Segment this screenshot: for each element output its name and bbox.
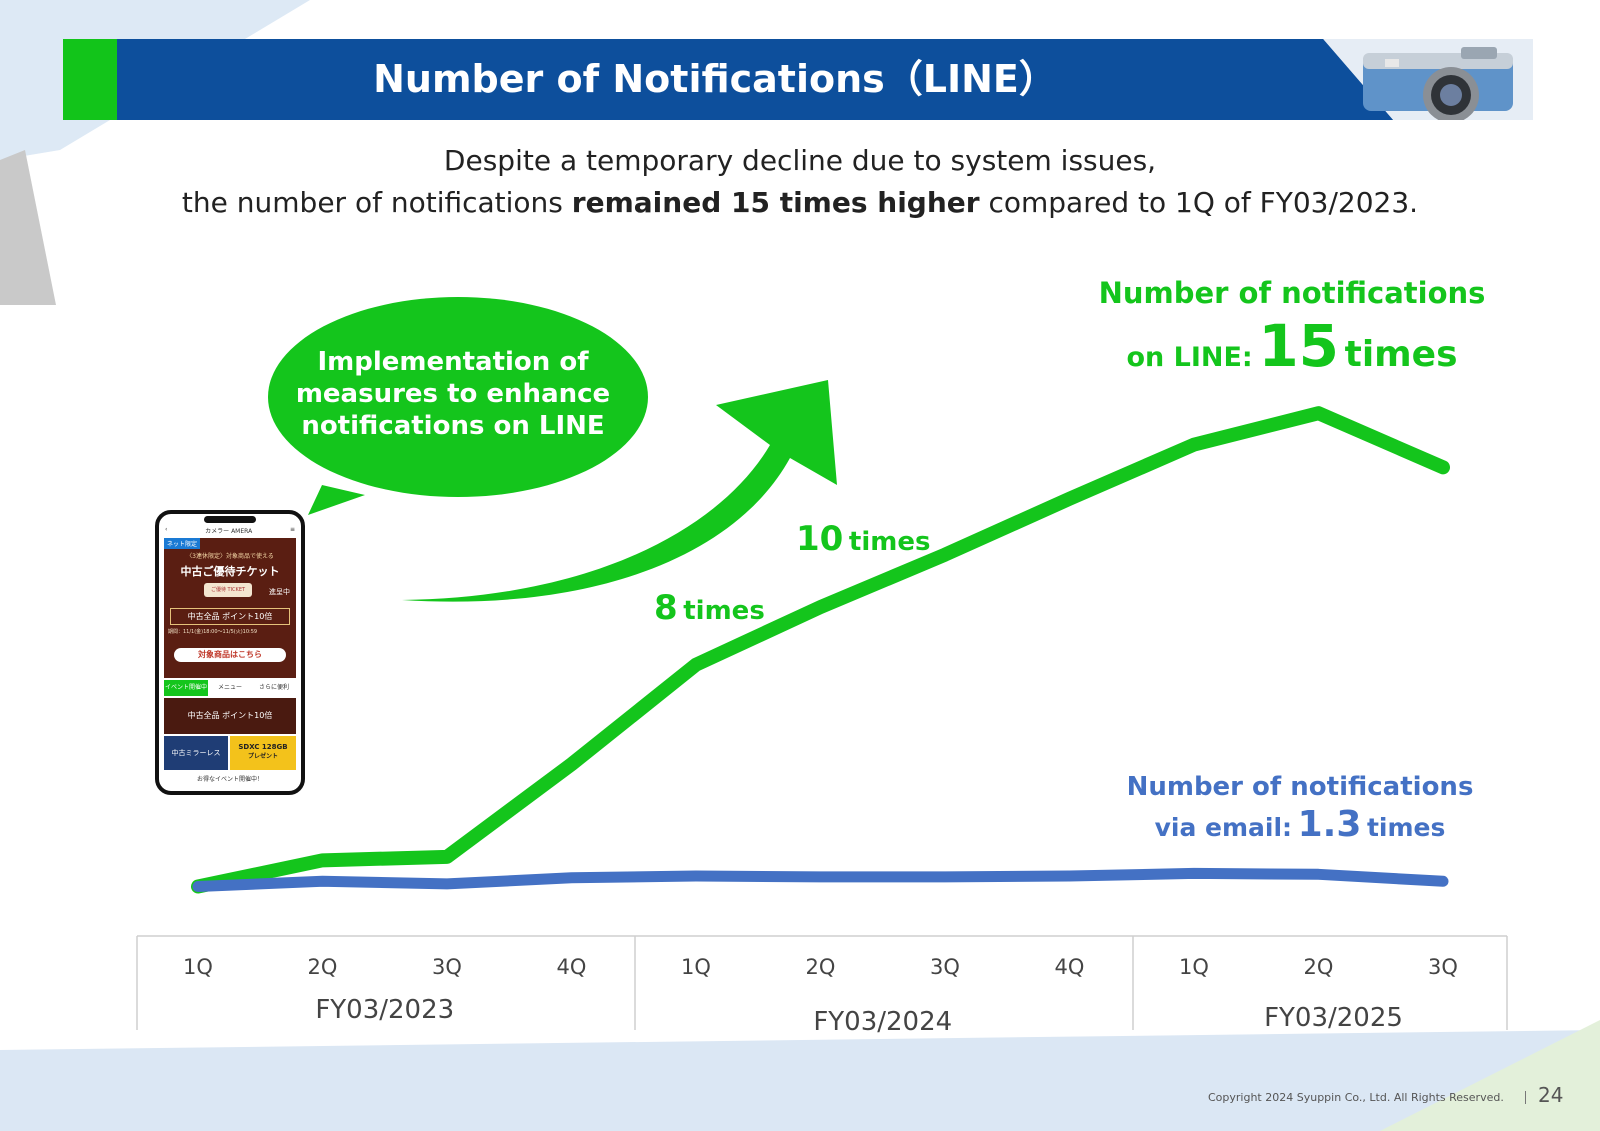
line-label-value-row: on LINE: 15 times (1092, 312, 1492, 380)
annotation-value: 10 (796, 519, 844, 559)
email-label-value: 1.3 (1297, 804, 1362, 845)
subtitle-line-2: the number of notifications remained 15 … (0, 182, 1600, 224)
fiscal-year-label: FY03/2025 (1264, 1003, 1403, 1033)
phone-sd-present: プレゼント (247, 753, 278, 760)
phone-banner-mirrorless: 中古ミラーレス (164, 736, 228, 770)
phone-tag: ネット限定 (164, 538, 201, 549)
phone-tab-event: イベント開催中 (164, 680, 208, 696)
subtitle: Despite a temporary decline due to syste… (0, 140, 1600, 224)
phone-sd-title: SDXC 128GB (238, 743, 288, 751)
axis-table (136, 935, 1508, 1030)
line-label-prefix: on LINE: (1126, 342, 1253, 373)
x-tick-label: 1Q (1179, 955, 1209, 979)
phone-ticket-line: 〈3連休限定〉対象商品で使える (186, 553, 274, 560)
callout-line-1: Implementation of (317, 347, 589, 377)
phone-tab-more: さらに便利 (252, 680, 296, 696)
camera-image (1323, 39, 1533, 120)
annotation-10-times: 10 times (796, 519, 930, 559)
annotation-unit: times (683, 596, 765, 626)
callout-line-3: notifications on LINE (301, 411, 605, 441)
phone-notch (204, 516, 256, 523)
page-title: Number of Notifications（LINE） (373, 57, 1057, 101)
email-label-unit: times (1366, 813, 1446, 842)
subtitle-text: compared to 1Q of FY03/2023. (979, 186, 1419, 219)
x-tick-label: 2Q (308, 955, 338, 979)
email-label-value-row: via email: 1.3 times (1110, 804, 1490, 845)
x-tick-label: 2Q (1304, 955, 1334, 979)
phone-period: 期間：11/1(金)18:00〜11/5(火)10:59 (168, 629, 258, 635)
phone-screenshot: ‹ カメラー AMERA ≡ ネット限定 〈3連休限定〉対象商品で使える 中古ご… (155, 510, 305, 795)
x-tick-label: 3Q (1428, 955, 1458, 979)
phone-tab-menu: メニュー (208, 680, 252, 696)
email-notifications-label: Number of notifications via email: 1.3 t… (1110, 772, 1490, 845)
x-tick-label: 1Q (183, 955, 213, 979)
fiscal-year-label: FY03/2024 (813, 1007, 952, 1037)
phone-footer: お得なイベント開催中！ (196, 776, 263, 783)
phone-ticket-title: 中古ご優待チケット (180, 565, 280, 578)
line-notifications-label: Number of notifications on LINE: 15 time… (1092, 276, 1492, 380)
growth-arrow-icon (402, 380, 837, 602)
subtitle-text: the number of notifications (181, 186, 572, 219)
title-banner: Number of Notifications（LINE） (63, 39, 1533, 120)
line-label-value: 15 (1258, 312, 1340, 380)
annotation-unit: times (848, 527, 931, 557)
phone-points-title: 中古全品 ポイント10倍 (170, 608, 290, 625)
x-tick-label: 3Q (930, 955, 960, 979)
callout-text: Implementation of measures to enhance no… (278, 346, 628, 442)
speech-bubble (308, 485, 365, 515)
x-tick-label: 1Q (681, 955, 711, 979)
subtitle-emphasis: remained 15 times higher (571, 186, 980, 219)
banner-accent (63, 39, 117, 120)
annotation-8-times: 8 times (654, 588, 765, 628)
email-label-prefix: via email: (1154, 813, 1293, 842)
phone-banner-sd: SDXC 128GB プレゼント (230, 736, 296, 770)
phone-app-header: ‹ カメラー AMERA ≡ (165, 526, 295, 535)
subtitle-line-1: Despite a temporary decline due to syste… (443, 144, 1157, 177)
phone-ticket-badge: ご優待 TICKET (204, 583, 252, 597)
page-number: 24 (1538, 1083, 1564, 1107)
phone-app-name: カメラー AMERA (205, 528, 253, 535)
x-tick-label: 3Q (432, 955, 462, 979)
page-separator (1525, 1091, 1526, 1104)
menu-icon: ≡ (289, 526, 295, 533)
phone-ticket-status: 進呈中 (269, 588, 290, 596)
line-label-unit: times (1344, 334, 1458, 375)
camera-icon (1323, 39, 1533, 120)
line-label-title: Number of notifications (1098, 276, 1486, 310)
x-tick-label: 4Q (557, 955, 587, 979)
fiscal-year-label: FY03/2023 (315, 995, 454, 1025)
annotation-value: 8 (654, 588, 678, 628)
copyright: Copyright 2024 Syuppin Co., Ltd. All Rig… (1208, 1091, 1504, 1104)
speech-bubble-body (268, 297, 648, 497)
callout-line-2: measures to enhance (295, 379, 611, 409)
x-tick-label: 4Q (1055, 955, 1085, 979)
x-tick-label: 2Q (806, 955, 836, 979)
phone-cta-button: 対象商品はこちら (174, 648, 286, 662)
phone-banner-points: 中古全品 ポイント10倍 (164, 698, 296, 734)
chevron-left-icon: ‹ (165, 526, 168, 533)
phone-hero: ネット限定 〈3連休限定〉対象商品で使える 中古ご優待チケット ご優待 TICK… (164, 538, 296, 678)
series-line-email (192, 867, 1449, 893)
email-label-title: Number of notifications (1126, 772, 1474, 802)
phone-tabs: イベント開催中 メニュー さらに便利 (164, 680, 296, 696)
